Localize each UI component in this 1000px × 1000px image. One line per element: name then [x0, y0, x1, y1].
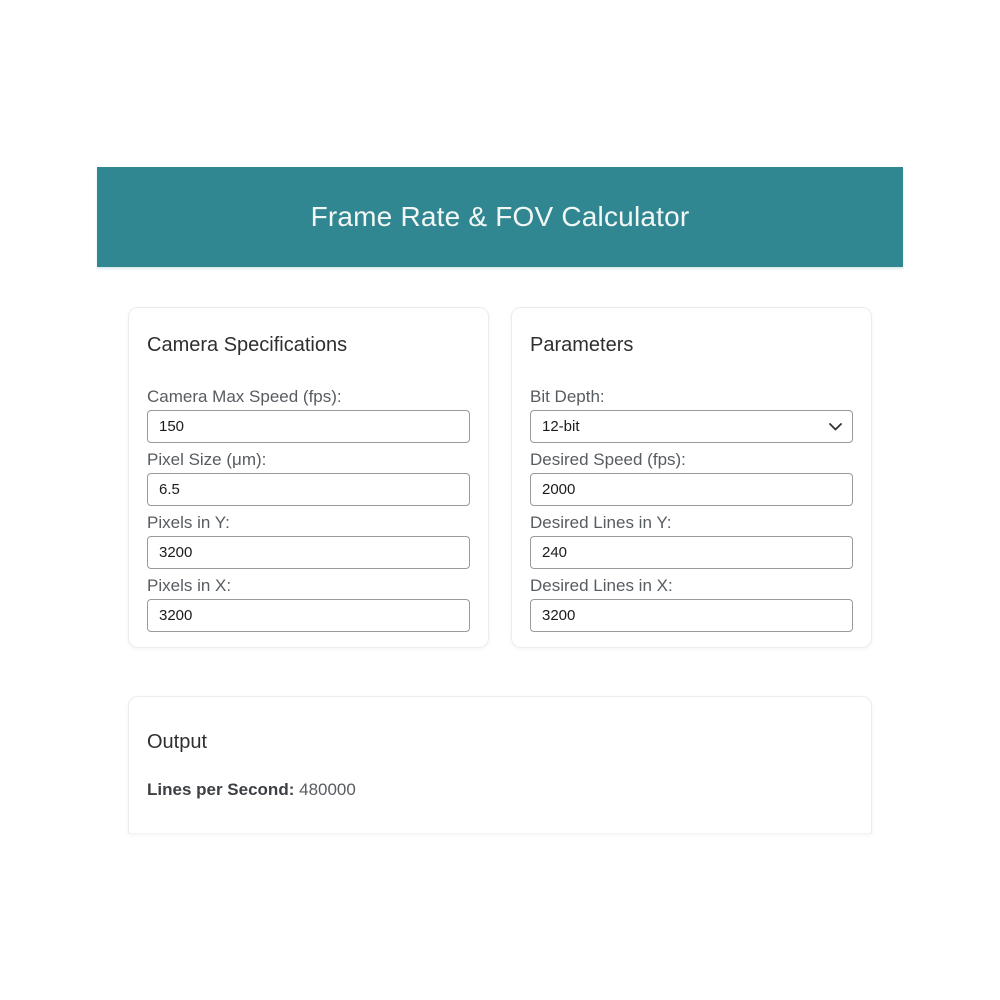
page: Frame Rate & FOV Calculator Camera Speci…	[0, 167, 1000, 1000]
pixels-in-x-input[interactable]	[147, 599, 470, 632]
parameters-card-title: Parameters	[530, 334, 634, 356]
desired-lines-x-label: Desired Lines in X:	[530, 576, 673, 595]
camera-specifications-card: Camera Specifications Camera Max Speed (…	[128, 307, 489, 648]
desired-speed-label: Desired Speed (fps):	[530, 450, 686, 469]
header-banner: Frame Rate & FOV Calculator	[97, 167, 903, 267]
lines-per-second-result: Lines per Second: 480000	[147, 779, 853, 801]
desired-lines-y-label: Desired Lines in Y:	[530, 513, 672, 532]
pixels-in-x-label: Pixels in X:	[147, 576, 232, 595]
camera-max-speed-label: Camera Max Speed (fps):	[147, 387, 342, 406]
desired-lines-x-input[interactable]	[530, 599, 853, 632]
output-card-title: Output	[147, 731, 208, 753]
pixels-in-y-input[interactable]	[147, 536, 470, 569]
cards-row: Camera Specifications Camera Max Speed (…	[128, 307, 872, 648]
lines-per-second-label: Lines per Second:	[147, 780, 295, 799]
pixel-size-label: Pixel Size (μm):	[147, 450, 267, 469]
lines-per-second-value: 480000	[299, 780, 356, 799]
bit-depth-select-wrap: 12-bit	[530, 410, 853, 443]
output-card: Output Lines per Second: 480000	[128, 696, 872, 834]
bit-depth-label: Bit Depth:	[530, 387, 605, 406]
desired-lines-y-input[interactable]	[530, 536, 853, 569]
camera-max-speed-input[interactable]	[147, 410, 470, 443]
parameters-card: Parameters Bit Depth: 12-bit Desired Spe…	[511, 307, 872, 648]
pixel-size-input[interactable]	[147, 473, 470, 506]
pixels-in-y-label: Pixels in Y:	[147, 513, 230, 532]
main-content: Camera Specifications Camera Max Speed (…	[128, 307, 872, 834]
camera-card-title: Camera Specifications	[147, 334, 348, 356]
page-title: Frame Rate & FOV Calculator	[310, 201, 690, 232]
desired-speed-input[interactable]	[530, 473, 853, 506]
bit-depth-select[interactable]: 12-bit	[530, 410, 853, 443]
